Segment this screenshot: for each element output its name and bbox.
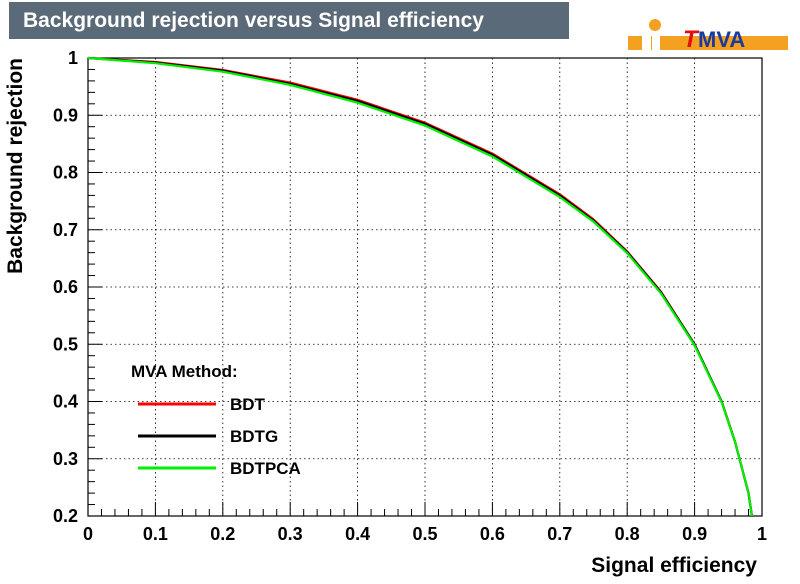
y-tick-label: 0.7 [53, 220, 78, 240]
chart-title: Background rejection versus Signal effic… [9, 2, 569, 39]
y-tick-label: 0.4 [53, 392, 78, 412]
logo-block-right [652, 33, 660, 50]
x-axis-label: Signal efficiency [591, 554, 757, 577]
legend-title: MVA Method: [131, 362, 238, 381]
y-tick-label: 0.6 [53, 277, 78, 297]
x-tick-label: 0.4 [345, 524, 370, 544]
legend-label-bdtpca: BDTPCA [230, 459, 301, 478]
x-tick-label: 1 [757, 524, 767, 544]
x-tick-label: 0.5 [412, 524, 437, 544]
logo-bar [628, 36, 788, 50]
x-tick-label: 0.7 [547, 524, 572, 544]
y-tick-label: 1 [68, 48, 78, 68]
logo-block-left [642, 33, 651, 50]
x-tick-label: 0.1 [143, 524, 168, 544]
axis-ticks: 0 0.1 0.2 0.3 0.4 0.5 0.6 0.7 0.8 0.9 1 0.2 0.3 0.4 0.… [53, 48, 767, 544]
tmva-logo-icon: T MVA [628, 19, 788, 53]
series-group [87, 56, 753, 517]
x-tick-label: 0.9 [682, 524, 707, 544]
legend: MVA Method: BDT BDTG BDTPCA [131, 362, 301, 478]
x-tick-label: 0.6 [480, 524, 505, 544]
y-tick-label: 0.8 [53, 163, 78, 183]
x-tick-label: 0.8 [615, 524, 640, 544]
x-tick-label: 0.3 [278, 524, 303, 544]
x-tick-label: 0 [83, 524, 93, 544]
y-axis-label: Background rejection [4, 58, 27, 274]
y-tick-label: 0.3 [53, 449, 78, 469]
series-line-bdtpca [87, 56, 753, 517]
logo-dot [649, 19, 661, 31]
y-tick-label: 0.2 [53, 506, 78, 526]
legend-label-bdt: BDT [230, 395, 266, 414]
x-tick-label: 0.2 [210, 524, 235, 544]
y-tick-label: 0.5 [53, 334, 78, 354]
logo-text: MVA [698, 27, 745, 52]
logo-prefix: T [683, 26, 700, 53]
legend-label-bdtg: BDTG [230, 427, 278, 446]
y-tick-label: 0.9 [53, 105, 78, 125]
